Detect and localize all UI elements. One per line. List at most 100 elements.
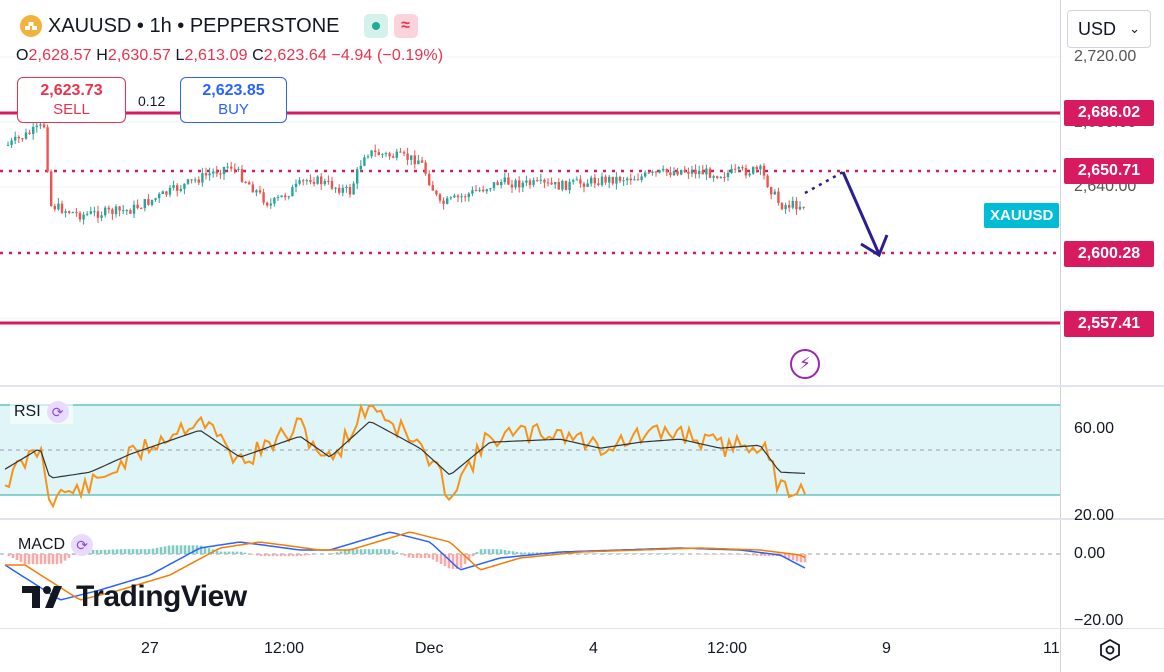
candle-body [46,127,49,172]
candle-body [438,194,442,201]
macd-hist-bar [431,554,435,560]
candle-body [770,187,773,195]
candle-body [388,153,391,157]
chart-title[interactable]: XAUUSD • 1h • PEPPERSTONE ≈ [20,14,418,38]
macd-hist-bar [11,554,15,559]
refresh-icon[interactable]: ⟳ [71,534,94,556]
candle-body [86,213,89,215]
candle-body [543,179,546,183]
candle-body [680,169,683,175]
macd-hist-bar [463,554,467,564]
lightning-icon[interactable]: ⚡ [790,349,820,379]
tradingview-logo-text: TradingView [76,580,247,613]
macd-hist-bar [191,545,195,554]
candle-body [338,187,341,193]
candle-body [168,187,172,195]
data-feed-icon[interactable]: ≈ [393,14,418,38]
macd-hist-bar [43,554,47,565]
candle-body [96,211,100,218]
candle-body [176,185,179,191]
macd-hist-bar [259,554,263,557]
candle-body [590,177,593,184]
macd-hist-bar [731,554,735,555]
candle-body [644,172,647,177]
macd-hist-bar [227,551,231,554]
candle-body [215,171,218,174]
macd-hist-bar [371,549,375,554]
candle-body [194,179,197,181]
macd-hist-bar [343,550,347,554]
rsi-legend[interactable]: RSI ⟳ [10,400,73,424]
candle-body [309,180,312,183]
macd-hist-bar [427,554,431,558]
macd-hist-bar [503,550,507,554]
macd-pane[interactable]: MACD ⟳ [0,520,1060,628]
macd-hist-bar [443,554,447,567]
pane-divider[interactable] [0,518,1164,520]
macd-hist-bar [7,554,11,557]
candle-body [730,168,733,173]
sell-button[interactable]: 2,623.73 SELL [17,77,126,123]
macd-hist-bar [515,551,519,554]
candle-body [734,168,737,170]
main-chart-pane[interactable]: XAUUSD • 1h • PEPPERSTONE ≈ O2,628.57 H2… [0,0,1060,385]
macd-hist-bar [135,549,139,554]
macd-hist-bar [627,553,631,554]
macd-hist-bar [395,552,399,554]
candle-body [82,214,85,220]
macd-legend[interactable]: MACD ⟳ [18,534,94,556]
macd-hist-bar [295,554,299,557]
macd-hist-bar [275,554,279,557]
candle-body [456,195,460,198]
rsi-tick-60: 60.00 [1074,420,1115,437]
price-axis[interactable] [1060,0,1164,672]
candle-body [759,165,762,170]
macd-hist-bar [787,554,791,559]
rsi-pane[interactable]: RSI ⟳ [0,387,1060,518]
macd-hist-bar [23,554,27,565]
candle-body [662,168,665,171]
macd-hist-bar [147,549,151,554]
pane-divider[interactable] [0,385,1164,387]
macd-hist-bar [639,553,643,554]
candle-body [392,156,395,158]
candle-body [10,140,13,145]
tradingview-logo[interactable]: TradingView [22,580,247,614]
candle-body [716,176,719,178]
macd-hist-bar [115,549,119,554]
candle-body [64,211,67,213]
macd-hist-bar [447,554,451,569]
macd-hist-bar [183,545,187,554]
candle-body [327,180,330,182]
candle-body [93,211,96,213]
chart-settings-icon[interactable] [1098,638,1122,662]
macd-hist-bar [163,546,167,554]
candle-body [226,166,229,168]
refresh-icon[interactable]: ⟳ [46,401,69,423]
candle-body [698,170,701,175]
candle-body [345,186,348,188]
candle-body [158,193,161,199]
macd-hist-bar [375,549,379,554]
macd-hist-bar [47,554,51,565]
macd-hist-bar [71,554,75,555]
candle-body [626,178,629,181]
macd-hist-bar [219,551,223,554]
macd-hist-bar [139,549,143,554]
time-tick: 12:00 [264,640,305,657]
macd-hist-bar [703,554,707,555]
macd-hist-bar [531,552,535,554]
candle-body [654,171,658,173]
macd-hist-bar [495,549,499,554]
buy-button[interactable]: 2,623.85 BUY [180,77,287,123]
candle-body [536,180,539,182]
macd-hist-bar [623,553,627,554]
spread-value: 0.12 [138,93,166,109]
macd-hist-bar [379,549,383,554]
candle-body [122,210,125,212]
currency-dropdown[interactable]: USD ⌄ [1067,10,1151,48]
macd-hist-bar [579,553,583,554]
market-status-icon[interactable] [363,14,388,38]
tradingview-logo-icon [22,586,62,608]
candle-body [165,191,168,195]
